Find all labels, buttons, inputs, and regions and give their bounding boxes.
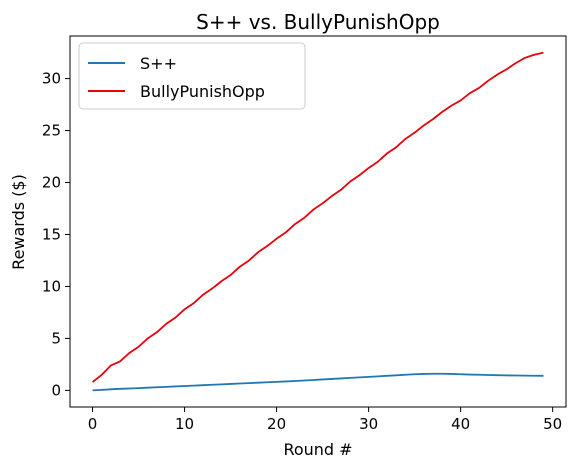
x-axis-label: Round # [283, 440, 352, 459]
y-tick-label: 15 [42, 225, 61, 243]
chart-title: S++ vs. BullyPunishOpp [196, 10, 440, 34]
legend-label-bully-punish-opp: BullyPunishOpp [140, 82, 265, 101]
series-line-bully-punish-opp [91, 51, 544, 383]
series-line-s-plus-plus [92, 372, 544, 392]
plot-area [69, 35, 567, 408]
y-axis-label: Rewards ($) [9, 174, 28, 270]
x-axis: 0 10 20 30 40 50 [88, 407, 562, 433]
y-tick-label: 30 [42, 70, 61, 88]
y-tick-label: 0 [51, 381, 61, 399]
y-tick-label: 10 [42, 277, 61, 295]
legend-label-s-plus-plus: S++ [140, 54, 177, 73]
x-tick-label: 30 [359, 415, 378, 433]
y-axis: 0 5 10 15 20 25 30 [42, 70, 70, 399]
y-tick-label: 5 [51, 329, 61, 347]
x-tick-label: 20 [267, 415, 286, 433]
legend-box [78, 42, 306, 110]
x-tick-label: 0 [88, 415, 98, 433]
x-tick-label: 50 [543, 415, 562, 433]
x-tick-label: 40 [451, 415, 470, 433]
series-layer [91, 51, 544, 392]
y-tick-label: 25 [42, 122, 61, 140]
x-tick-label: 10 [175, 415, 194, 433]
legend: S++ BullyPunishOpp [78, 42, 306, 110]
y-tick-label: 20 [42, 174, 61, 192]
